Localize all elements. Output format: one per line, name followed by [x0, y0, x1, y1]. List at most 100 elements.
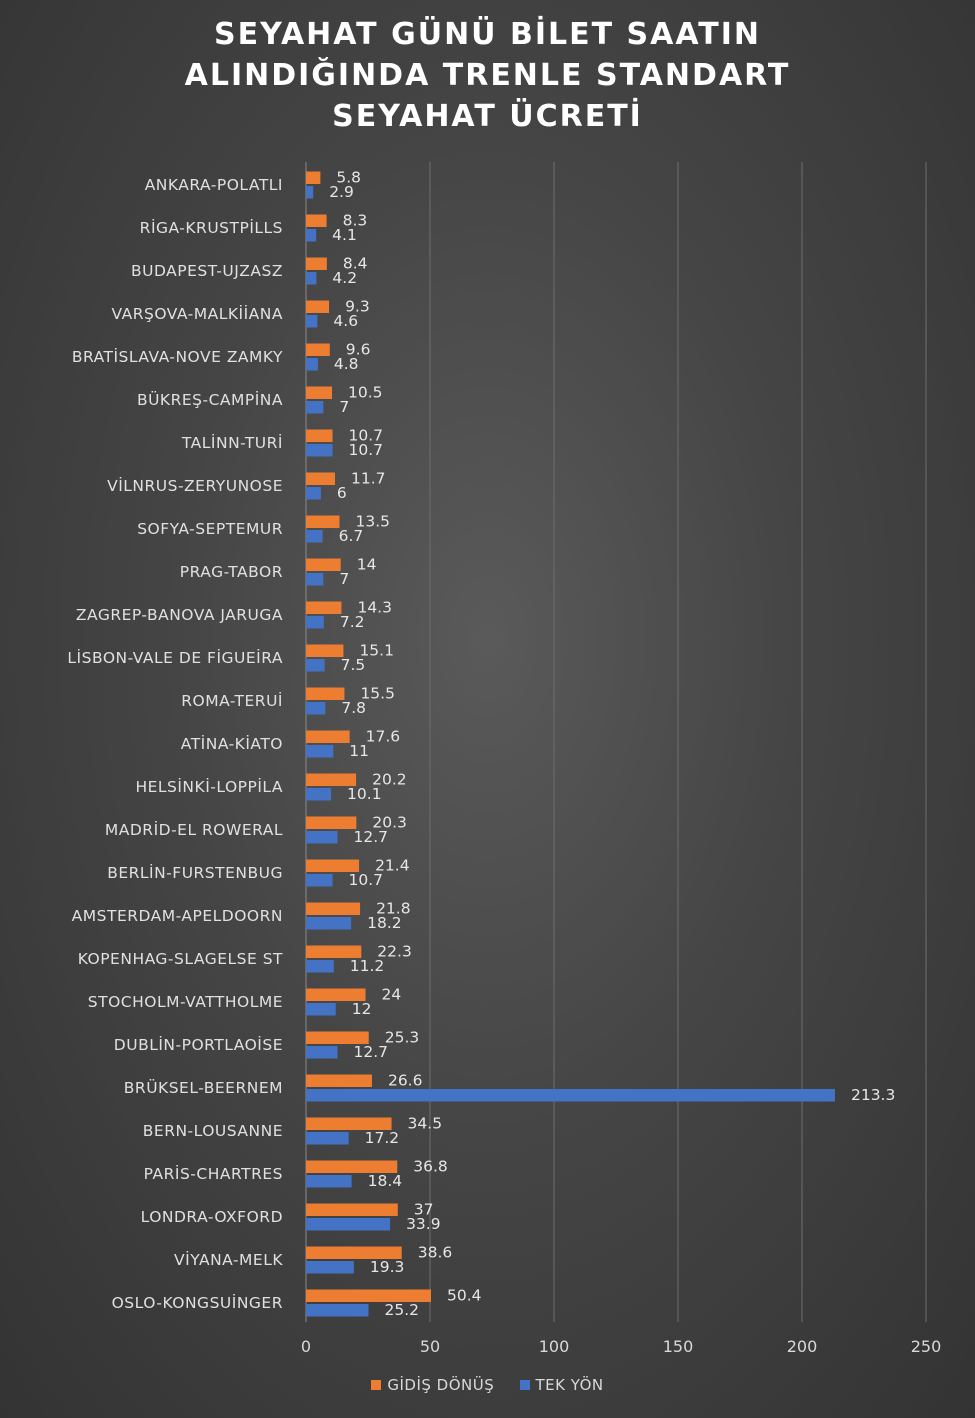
category-label: LONDRA-OXFORD — [141, 1208, 283, 1226]
category-label: ATİNA-KİATO — [181, 734, 283, 753]
bar-series-2 — [306, 530, 323, 543]
data-label-series-1: 24 — [382, 986, 402, 1004]
bar-series-1 — [306, 257, 327, 270]
data-label-series-2: 18.4 — [368, 1172, 403, 1190]
category-label: PARİS-CHARTRES — [144, 1164, 283, 1183]
bar-series-2 — [306, 315, 318, 328]
bar-series-1 — [306, 687, 345, 700]
data-label-series-2: 11 — [349, 742, 369, 760]
bar-series-1 — [306, 1074, 372, 1087]
category-label: BERN-LOUSANNE — [143, 1122, 283, 1140]
data-label-series-1: 9.3 — [345, 298, 370, 316]
data-label-series-1: 22.3 — [377, 943, 412, 961]
bar-series-2 — [306, 272, 317, 285]
data-label-series-2: 7.5 — [341, 656, 366, 674]
data-label-series-1: 37 — [414, 1201, 434, 1219]
bar-series-2 — [306, 788, 332, 801]
data-label-series-2: 17.2 — [365, 1129, 400, 1147]
bar-series-1 — [306, 558, 341, 571]
bar-series-2 — [306, 1132, 349, 1145]
data-label-series-1: 10.7 — [349, 427, 384, 445]
x-tick-label-50: 50 — [420, 1337, 440, 1356]
data-label-series-1: 50.4 — [447, 1287, 482, 1305]
category-label: VARŞOVA-MALKİİANA — [112, 304, 283, 323]
category-label: ROMA-TERUİ — [181, 691, 283, 710]
data-label-series-2: 4.1 — [332, 226, 357, 244]
bar-series-2 — [306, 1261, 354, 1274]
data-label-series-2: 18.2 — [367, 914, 402, 932]
data-label-series-1: 5.8 — [336, 169, 361, 187]
category-label: AMSTERDAM-APELDOORN — [72, 907, 283, 925]
category-label: STOCHOLM-VATTHOLME — [88, 993, 283, 1011]
category-label: ZAGREP-BANOVA JARUGA — [76, 606, 283, 624]
category-label: VİLNRUS-ZERYUNOSE — [107, 476, 283, 495]
category-label: VİYANA-MELK — [174, 1250, 283, 1269]
category-label: ANKARA-POLATLI — [145, 176, 283, 194]
data-label-series-1: 8.3 — [343, 212, 368, 230]
data-label-series-1: 20.2 — [372, 771, 407, 789]
bar-series-1 — [306, 773, 357, 786]
bar-series-1 — [306, 1031, 369, 1044]
data-label-series-2: 6.7 — [339, 527, 364, 545]
bar-series-1 — [306, 515, 340, 528]
data-label-series-2: 25.2 — [384, 1301, 419, 1319]
bar-series-1 — [306, 1203, 398, 1216]
bar-series-2 — [306, 444, 333, 457]
x-tick-label-0: 0 — [301, 1337, 311, 1356]
data-label-series-1: 34.5 — [408, 1115, 443, 1133]
data-label-series-1: 25.3 — [385, 1029, 420, 1047]
bar-series-1 — [306, 1117, 392, 1130]
data-label-series-1: 11.7 — [351, 470, 386, 488]
bar-series-2 — [306, 1003, 336, 1016]
data-label-series-1: 26.6 — [388, 1072, 423, 1090]
data-label-series-2: 12 — [352, 1000, 372, 1018]
bar-series-2 — [306, 917, 352, 930]
data-label-series-1: 15.5 — [360, 685, 395, 703]
data-label-series-1: 21.8 — [376, 900, 411, 918]
bar-series-1 — [306, 730, 350, 743]
data-label-series-2: 4.8 — [334, 355, 359, 373]
bar-series-2 — [306, 1218, 391, 1231]
bar-series-2 — [306, 1089, 835, 1102]
category-label: HELSİNKİ-LOPPİLA — [135, 777, 283, 796]
x-tick-label-250: 250 — [911, 1337, 942, 1356]
category-label: BUDAPEST-UJZASZ — [131, 262, 283, 280]
data-label-series-1: 20.3 — [372, 814, 407, 832]
bar-series-1 — [306, 171, 321, 184]
category-label: OSLO-KONGSUİNGER — [112, 1293, 283, 1312]
bar-series-2 — [306, 659, 325, 672]
legend: GİDİŞ DÖNÜŞ TEK YÖN — [0, 1375, 975, 1394]
data-label-series-2: 4.6 — [333, 312, 358, 330]
x-tick-label-150: 150 — [663, 1337, 694, 1356]
data-label-series-2: 4.2 — [332, 269, 357, 287]
bar-series-2 — [306, 1175, 352, 1188]
data-label-series-2: 7 — [339, 398, 349, 416]
data-label-series-1: 10.5 — [348, 384, 383, 402]
data-label-series-2: 11.2 — [350, 957, 385, 975]
bar-series-2 — [306, 573, 324, 586]
bar-series-1 — [306, 644, 344, 657]
category-label: PRAG-TABOR — [180, 563, 283, 581]
data-label-series-2: 213.3 — [851, 1086, 895, 1104]
data-label-series-2: 12.7 — [353, 1043, 388, 1061]
bar-series-1 — [306, 300, 330, 313]
category-label: BRÜKSEL-BEERNEM — [124, 1078, 283, 1097]
category-label: BÜKREŞ-CAMPİNA — [137, 390, 283, 409]
category-label: MADRİD-EL ROWERAL — [105, 820, 283, 839]
bar-series-1 — [306, 945, 362, 958]
data-label-series-1: 9.6 — [346, 341, 371, 359]
bar-series-2 — [306, 358, 318, 371]
bar-series-2 — [306, 1304, 369, 1317]
bar-series-2 — [306, 229, 317, 242]
data-label-series-2: 10.1 — [347, 785, 382, 803]
data-label-series-1: 13.5 — [355, 513, 390, 531]
bar-series-2 — [306, 487, 321, 500]
bar-series-2 — [306, 960, 334, 973]
data-label-series-1: 14 — [357, 556, 377, 574]
category-label: LİSBON-VALE DE FİGUEİRA — [67, 648, 283, 667]
bar-series-1 — [306, 1246, 402, 1259]
bar-series-2 — [306, 702, 326, 715]
legend-swatch-series-1 — [371, 1380, 382, 1390]
